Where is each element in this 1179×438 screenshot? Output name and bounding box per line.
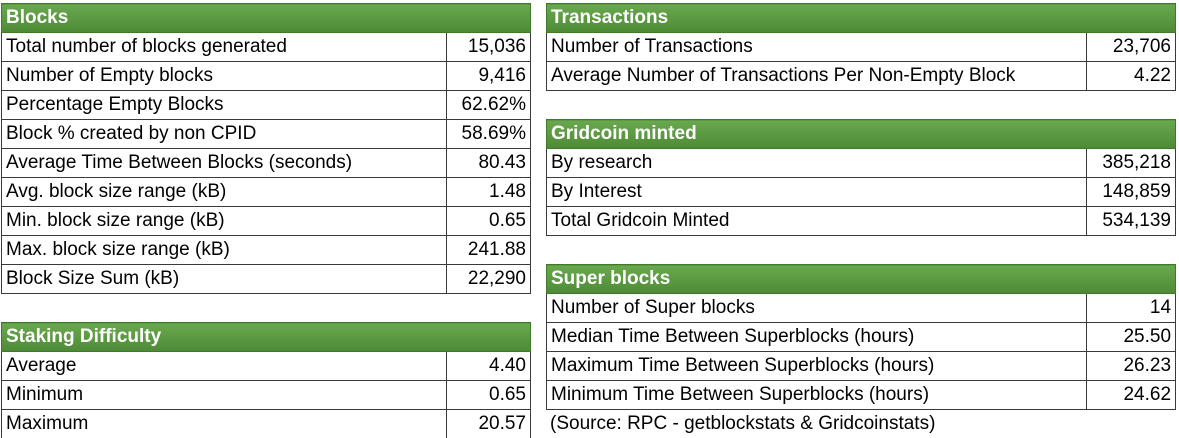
table-row: Avg. block size range (kB) 1.48	[1, 177, 531, 207]
table-row: Maximum Time Between Superblocks (hours)…	[546, 351, 1177, 381]
table-row: Total number of blocks generated 15,036	[1, 32, 531, 62]
row-value: 20.57	[446, 409, 531, 438]
row-value: 4.40	[446, 351, 531, 381]
staking-header-row: Staking Difficulty	[1, 322, 531, 352]
staking-title: Staking Difficulty	[1, 322, 531, 352]
row-label: Percentage Empty Blocks	[1, 90, 447, 120]
super-blocks-table: Super blocks Number of Super blocks 14 M…	[545, 264, 1177, 410]
table-row: Block Size Sum (kB) 22,290	[1, 264, 531, 294]
row-value: 148,859	[1086, 177, 1176, 207]
row-label: Average Number of Transactions Per Non-E…	[546, 61, 1087, 91]
row-label: Average Time Between Blocks (seconds)	[1, 148, 447, 178]
row-value: 23,706	[1086, 32, 1176, 62]
row-value: 80.43	[446, 148, 531, 178]
table-row: Number of Transactions 23,706	[546, 32, 1176, 62]
row-label: By research	[546, 148, 1087, 178]
gridcoin-minted-table: Gridcoin minted By research 385,218 By I…	[546, 119, 1176, 236]
table-row: Maximum 20.57	[1, 409, 531, 438]
row-label: Median Time Between Superblocks (hours)	[546, 322, 1087, 352]
row-value: 14	[1085, 293, 1177, 323]
table-row: Number of Empty blocks 9,416	[1, 61, 531, 91]
staking-difficulty-table: Staking Difficulty Average 4.40 Minimum …	[1, 322, 531, 438]
row-label: Avg. block size range (kB)	[1, 177, 447, 207]
row-value: 1.48	[446, 177, 531, 207]
transactions-title: Transactions	[546, 3, 1176, 33]
row-value: 534,139	[1086, 206, 1176, 236]
row-label: Block % created by non CPID	[1, 119, 447, 149]
table-row: Number of Super blocks 14	[546, 293, 1177, 323]
row-value: 385,218	[1086, 148, 1176, 178]
table-row: Block % created by non CPID 58.69%	[1, 119, 531, 149]
superblocks-title: Super blocks	[545, 264, 1177, 294]
row-label: Minimum	[1, 380, 447, 410]
row-label: Maximum	[1, 409, 447, 438]
table-row: Average 4.40	[1, 351, 531, 381]
row-value: 9,416	[446, 61, 531, 91]
row-label: Number of Super blocks	[546, 293, 1087, 323]
transactions-table: Transactions Number of Transactions 23,7…	[546, 3, 1176, 91]
blocks-table: Blocks Total number of blocks generated …	[1, 3, 531, 294]
table-row: Average Time Between Blocks (seconds) 80…	[1, 148, 531, 178]
row-label: Minimum Time Between Superblocks (hours)	[546, 380, 1087, 410]
row-value: 58.69%	[446, 119, 531, 149]
table-row: Percentage Empty Blocks 62.62%	[1, 90, 531, 120]
table-row: Min. block size range (kB) 0.65	[1, 206, 531, 236]
transactions-header-row: Transactions	[546, 3, 1176, 33]
table-row: Minimum 0.65	[1, 380, 531, 410]
row-value: 15,036	[446, 32, 531, 62]
minted-header-row: Gridcoin minted	[546, 119, 1176, 149]
blocks-title: Blocks	[1, 3, 531, 33]
row-label: By Interest	[546, 177, 1087, 207]
minted-title: Gridcoin minted	[546, 119, 1176, 149]
row-value: 4.22	[1086, 61, 1176, 91]
row-value: 26.23	[1085, 351, 1177, 381]
row-label: Max. block size range (kB)	[1, 235, 447, 265]
blocks-header-row: Blocks	[1, 3, 531, 33]
row-label: Maximum Time Between Superblocks (hours)	[546, 351, 1087, 381]
row-label: Block Size Sum (kB)	[1, 264, 447, 294]
table-row: Average Number of Transactions Per Non-E…	[546, 61, 1176, 91]
table-row: By Interest 148,859	[546, 177, 1176, 207]
row-value: 24.62	[1085, 380, 1177, 410]
row-value: 241.88	[446, 235, 531, 265]
table-row: Minimum Time Between Superblocks (hours)…	[546, 380, 1177, 410]
row-label: Average	[1, 351, 447, 381]
row-value: 62.62%	[446, 90, 531, 120]
table-row: Total Gridcoin Minted 534,139	[546, 206, 1176, 236]
row-label: Total Gridcoin Minted	[546, 206, 1087, 236]
row-value: 0.65	[446, 206, 531, 236]
superblocks-header-row: Super blocks	[545, 264, 1177, 294]
row-label: Min. block size range (kB)	[1, 206, 447, 236]
row-label: Number of Transactions	[546, 32, 1087, 62]
row-value: 0.65	[446, 380, 531, 410]
source-note: (Source: RPC - getblockstats & Gridcoins…	[550, 413, 936, 434]
row-label: Total number of blocks generated	[1, 32, 447, 62]
table-row: Max. block size range (kB) 241.88	[1, 235, 531, 265]
table-row: Median Time Between Superblocks (hours) …	[546, 322, 1177, 352]
row-label: Number of Empty blocks	[1, 61, 447, 91]
table-row: By research 385,218	[546, 148, 1176, 178]
row-value: 25.50	[1085, 322, 1177, 352]
row-value: 22,290	[446, 264, 531, 294]
